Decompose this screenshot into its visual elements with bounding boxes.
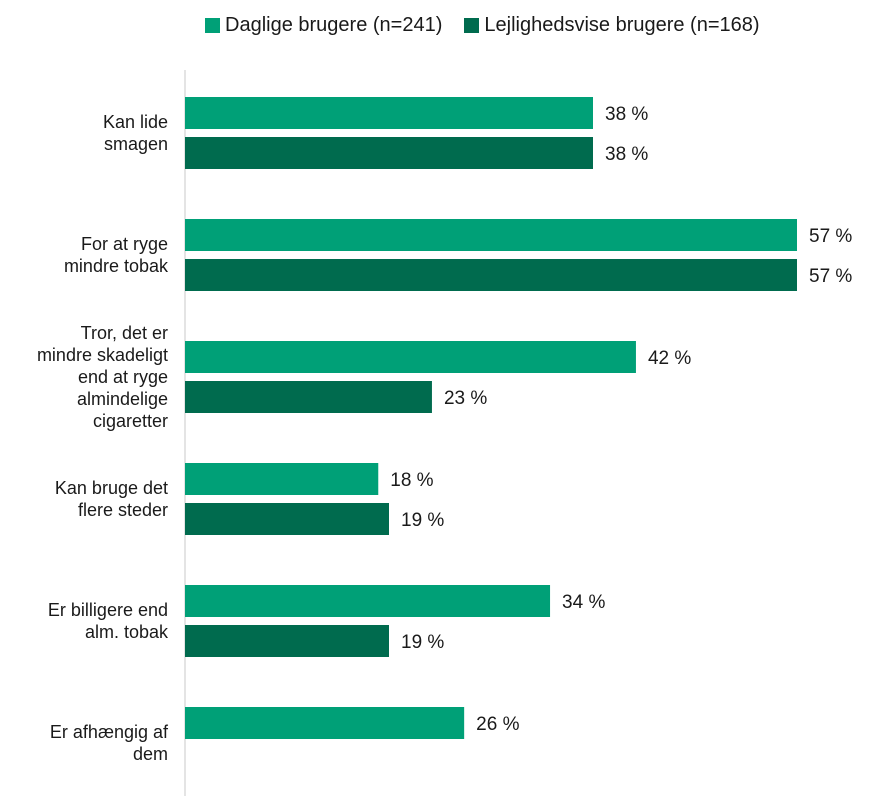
data-label-s1-c1: 57 %: [809, 266, 852, 287]
category-label-4: Er billigere end alm. tobak: [0, 599, 168, 643]
legend-label-lejlighedsvise: Lejlighedsvise brugere (n=168): [484, 14, 760, 36]
bar-s0-c2: [185, 341, 636, 373]
category-label-line: Er afhængig af: [49, 722, 168, 742]
category-label-0: Kan lide smagen: [0, 111, 168, 155]
category-label-line: Kan lide: [102, 112, 168, 132]
legend-swatch-daglige: [205, 18, 220, 33]
chart-legend: Daglige brugere (n=241) Lejlighedsvise b…: [205, 14, 782, 37]
data-label-s1-c0: 38 %: [605, 144, 648, 165]
category-label-line: Tror, det er: [80, 323, 168, 343]
data-label-s1-c4: 19 %: [401, 632, 444, 653]
bar-s0-c4: [185, 585, 551, 617]
category-label-line: Kan bruge det: [54, 478, 168, 498]
category-label-line: end at ryge: [77, 367, 168, 387]
bar-s1-c0: [185, 137, 593, 169]
bars-group: 38 % 38 % 57 % 57 % 42 % 23 % 18 % 19 % 34 % 19 %…: [185, 97, 852, 739]
category-label-3: Kan bruge det flere steder: [0, 477, 168, 521]
bar-s0-c3: [185, 463, 379, 495]
category-label-1: For at ryge mindre tobak: [0, 233, 168, 277]
category-label-line: almindelige: [76, 389, 168, 409]
category-label-line: mindre skadeligt: [36, 345, 168, 365]
data-label-s0-c0: 38 %: [605, 104, 648, 125]
category-label-5: Er afhængig af dem: [0, 721, 168, 765]
category-label-line: For at ryge: [80, 234, 168, 254]
legend-item-lejlighedsvise: Lejlighedsvise brugere (n=168): [464, 14, 760, 37]
category-label-line: smagen: [103, 134, 168, 154]
data-label-s1-c2: 23 %: [444, 388, 487, 409]
category-label-2: Tror, det er mindre skadeligt end at ryge a…: [0, 322, 168, 432]
category-label-line: alm. tobak: [84, 622, 168, 642]
bar-s0-c1: [185, 219, 797, 251]
bar-s1-c3: [185, 503, 389, 535]
legend-item-daglige: Daglige brugere (n=241): [205, 14, 442, 37]
legend-label-daglige: Daglige brugere (n=241): [225, 14, 443, 36]
category-label-line: mindre tobak: [63, 256, 168, 276]
data-label-s0-c2: 42 %: [648, 348, 691, 369]
legend-swatch-lejlighedsvise: [464, 18, 480, 33]
category-label-line: Er billigere end: [47, 600, 168, 620]
bar-s1-c2: [185, 381, 432, 413]
category-label-line: dem: [132, 744, 168, 764]
bar-s1-c1: [185, 259, 797, 291]
data-label-s0-c4: 34 %: [562, 592, 605, 613]
data-label-s0-c3: 18 %: [390, 470, 433, 491]
data-label-s0-c5: 26 %: [476, 714, 519, 735]
data-label-s0-c1: 57 %: [809, 226, 852, 247]
bar-s0-c0: [185, 97, 593, 129]
category-label-line: cigaretter: [92, 411, 168, 431]
data-label-s1-c3: 19 %: [401, 510, 444, 531]
category-label-line: flere steder: [77, 500, 168, 520]
bar-s1-c4: [185, 625, 389, 657]
bar-s0-c5: [185, 707, 465, 739]
